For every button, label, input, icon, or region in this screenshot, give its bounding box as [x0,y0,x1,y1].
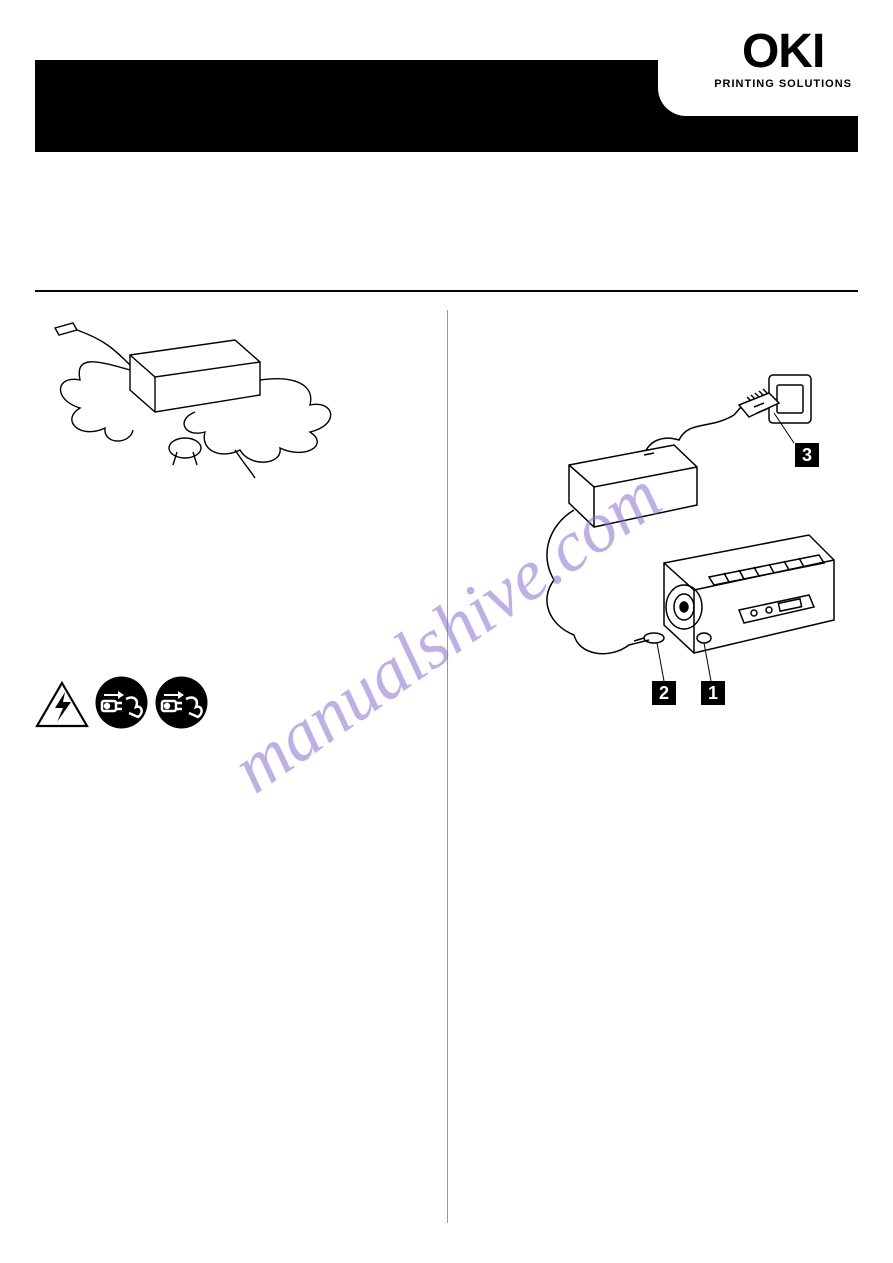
left-column [35,320,414,763]
unplug-instruction-icon-2 [154,675,209,730]
callout-3: 3 [795,443,819,467]
logo-tagline: PRINTING SOLUTIONS [714,78,852,90]
safety-icons-group [35,675,414,763]
svg-text:3: 3 [802,445,812,465]
callout-2: 2 [652,681,676,705]
printer-connection-diagram: 1 2 3 [479,345,859,725]
unplug-instruction-icon [94,675,149,730]
logo-brand-text: OKI [714,28,852,76]
ac-adapter-illustration [35,320,355,480]
horizontal-rule [35,290,858,292]
content-area: 1 2 3 [35,175,858,1223]
brand-logo: OKI PRINTING SOLUTIONS [708,28,858,96]
electric-shock-warning-icon [35,680,90,730]
svg-text:2: 2 [659,683,669,703]
column-divider [447,310,448,1223]
svg-text:1: 1 [708,683,718,703]
page-root: OKI PRINTING SOLUTIONS manualshive.com [0,0,893,1263]
right-column: 1 2 3 [479,320,858,730]
callout-1: 1 [701,681,725,705]
